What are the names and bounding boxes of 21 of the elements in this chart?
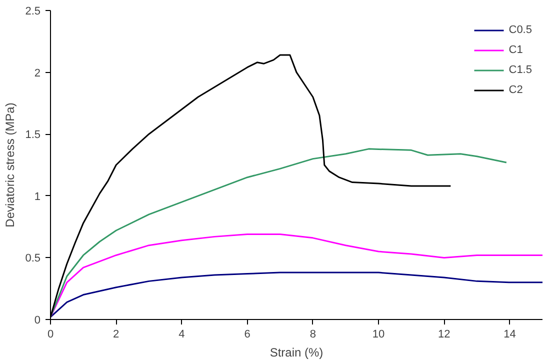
y-tick-label: 2.5 (25, 6, 41, 18)
x-tick-label: 2 (113, 328, 120, 340)
line-series (50, 148, 508, 318)
x-tick-label: 8 (310, 328, 316, 340)
x-tick-label: 12 (438, 328, 450, 340)
y-tick-label: 1.5 (25, 129, 41, 142)
legend-label: C2 (508, 84, 524, 96)
y-tick-label: 2 (34, 67, 41, 80)
x-tick-label: 10 (372, 328, 385, 340)
x-tick-label: 4 (178, 328, 185, 340)
legend-label: C0.5 (508, 24, 532, 36)
y-tick-label: 0 (34, 314, 41, 326)
y-tick-label: 1 (34, 190, 41, 203)
y-tick-label: 0.5 (25, 252, 41, 265)
legend-label: C1 (508, 44, 524, 56)
x-axis-title: Strain (%) (270, 346, 324, 360)
x-tick-label: 0 (47, 328, 54, 340)
y-axis-title: Deviatoric stress (MPa) (3, 102, 18, 228)
x-tick-label: 14 (504, 328, 516, 340)
legend-label: C1.5 (508, 64, 532, 76)
x-tick-label: 6 (244, 328, 250, 340)
